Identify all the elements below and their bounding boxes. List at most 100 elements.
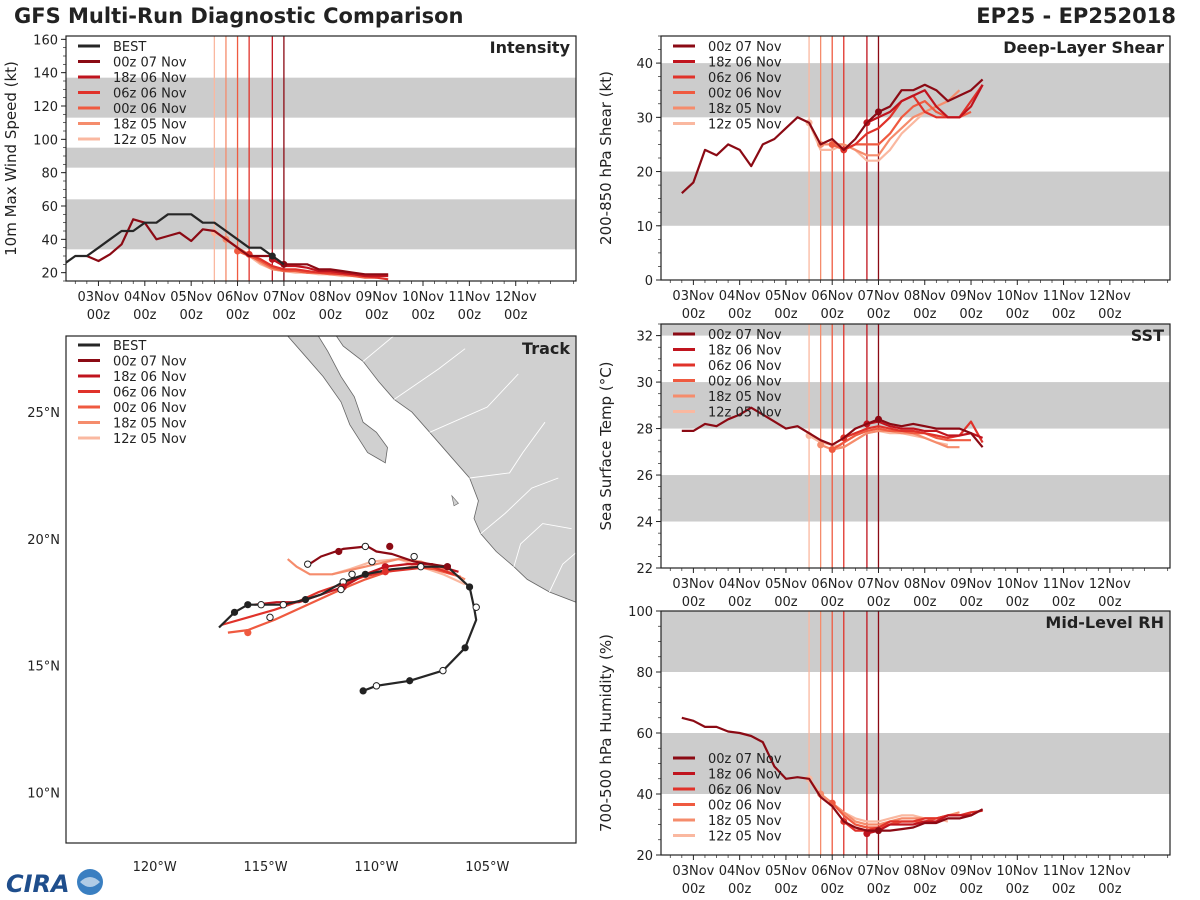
band-0 [661, 733, 1170, 794]
legend-label-00z-07-nov: 00z 07 Nov [708, 328, 782, 343]
x-tick-label-day: 04Nov [124, 290, 166, 305]
series-line-18z-06-nov [866, 84, 984, 124]
track-point-filled-best-5 [361, 570, 369, 578]
x-tick-label-day: 11Nov [1043, 577, 1085, 592]
x-tick-label-hour: 00z [133, 308, 157, 323]
y-tick-label: 26 [636, 469, 653, 484]
state-border-0 [393, 348, 466, 400]
x-tick-label-hour: 00z [682, 595, 706, 610]
series-marker-00z-06-nov-0 [828, 445, 836, 453]
x-tick-label-hour: 00z [411, 308, 435, 323]
x-tick-label-hour: 00z [867, 882, 891, 897]
legend-label-00z-07-nov: 00z 07 Nov [708, 40, 782, 55]
legend-label-18z-06-nov: 18z 06 Nov [708, 344, 782, 359]
y-tick-label: 28 [636, 423, 653, 438]
legend-label-06z-06-nov: 06z 06 Nov [708, 359, 782, 374]
x-tick-label-day: 06Nov [811, 289, 853, 304]
x-tick-label-hour: 00z [867, 595, 891, 610]
x-tick-label-hour: 00z [365, 308, 389, 323]
legend-label-00z-06-nov: 00z 06 Nov [708, 87, 782, 102]
x-tick-label-hour: 00z [821, 882, 845, 897]
legend-label-00z-06-nov: 00z 06 Nov [113, 401, 187, 416]
state-border-1 [469, 421, 546, 479]
legend-label-18z-05-nov: 18z 05 Nov [708, 390, 782, 405]
y-tick-label: 20 [636, 849, 653, 864]
x-tick-label-hour: 00z [959, 595, 983, 610]
series-marker-00z-07-nov-0 [874, 415, 882, 423]
x-tick-label-day: 11Nov [1043, 864, 1085, 879]
y-tick-label: 10 [636, 220, 653, 235]
band-0 [661, 475, 1170, 522]
track-point-filled-best-0 [359, 687, 367, 695]
y-tick-label: 100 [33, 133, 58, 148]
x-tick-label-day: 07Nov [858, 289, 900, 304]
x-tick-label-hour: 00z [272, 308, 296, 323]
legend-label-06z-06-nov: 06z 06 Nov [113, 87, 187, 102]
legend-label-best: BEST [113, 339, 146, 354]
y-tick-label: 24 [636, 516, 653, 531]
y-tick-label: 140 [33, 67, 58, 82]
x-tick-label-hour: 00z [87, 308, 111, 323]
y-tick-label: 120 [33, 100, 58, 115]
x-tick-label-day: 03Nov [77, 290, 119, 305]
x-tick-label-day: 09Nov [950, 577, 992, 592]
panel-shear: 0 10 20 30 40 03Nov 00z 04Nov 00z 05Nov 00z 06Nov 00… [597, 35, 1171, 322]
page-title: GFS Multi-Run Diagnostic Comparison [14, 4, 464, 28]
x-tick-label-hour: 00z [319, 308, 343, 323]
y-tick-label: 32 [636, 330, 653, 345]
series-marker-best-0 [268, 252, 276, 260]
track-point-hollow-12z-05-nov-1 [348, 570, 356, 578]
x-tick-label-day: 11Nov [1043, 289, 1085, 304]
x-tick-label-hour: 00z [774, 307, 798, 322]
lon-tick-label: 120°W [133, 860, 177, 875]
legend-label-00z-06-nov: 00z 06 Nov [708, 375, 782, 390]
landmass-baja [287, 336, 388, 464]
legend-label-12z-05-nov: 12z 05 Nov [708, 406, 782, 421]
x-tick-label-hour: 00z [1006, 307, 1030, 322]
legend-label-06z-06-nov: 06z 06 Nov [708, 783, 782, 798]
legend-label-06z-06-nov: 06z 06 Nov [708, 71, 782, 86]
x-tick-label-hour: 00z [1052, 882, 1076, 897]
x-tick-label-hour: 00z [959, 882, 983, 897]
series-line-18z-06-nov [866, 808, 984, 835]
x-tick-label-hour: 00z [913, 307, 937, 322]
series-line-00z-07-nov [681, 78, 984, 195]
x-tick-label-day: 10Nov [996, 289, 1038, 304]
x-tick-label-day: 09Nov [950, 289, 992, 304]
track-point-hollow-00z-07-nov-1 [361, 542, 370, 551]
series-line-18z-06-nov [866, 420, 984, 439]
legend-label-12z-05-nov: 12z 05 Nov [113, 133, 187, 148]
x-tick-label-hour: 00z [1098, 595, 1122, 610]
x-tick-label-hour: 00z [504, 308, 528, 323]
x-tick-label-day: 06Nov [217, 290, 259, 305]
legend-label-00z-06-nov: 00z 06 Nov [113, 102, 187, 117]
legend-label-12z-05-nov: 12z 05 Nov [113, 432, 187, 447]
track-point-hollow-best-6 [257, 601, 265, 609]
y-tick-label: 60 [636, 727, 653, 742]
track-point-hollow-best-5 [279, 601, 288, 609]
track-point-hollow-best-1 [439, 666, 447, 675]
x-tick-label-hour: 00z [728, 595, 752, 610]
x-tick-label-day: 04Nov [719, 577, 761, 592]
legend-label-18z-05-nov: 18z 05 Nov [113, 118, 187, 133]
band-2 [661, 324, 1170, 336]
track-point-filled-best-1 [406, 677, 414, 685]
track-point-hollow-00z-06-nov-1 [266, 613, 274, 622]
axes-frame [65, 35, 577, 282]
storm-id: EP25 - EP252018 [976, 4, 1176, 28]
track-point-filled-best-3 [465, 583, 474, 591]
series-line-00z-07-nov [681, 716, 984, 832]
band-2 [66, 77, 576, 118]
x-tick-label-hour: 00z [1052, 595, 1076, 610]
y-tick-label: 80 [41, 167, 58, 182]
y-tick-label: 160 [33, 33, 58, 48]
y-tick-label: 20 [41, 267, 58, 282]
x-tick-label-day: 08Nov [904, 577, 946, 592]
track-point-filled-best-7 [244, 601, 252, 609]
plot-area [661, 324, 1170, 568]
lon-tick-label: 105°W [465, 860, 509, 875]
x-tick-label-day: 05Nov [765, 577, 807, 592]
series-line-00z-06-nov [237, 249, 377, 279]
map-area [218, 336, 576, 695]
